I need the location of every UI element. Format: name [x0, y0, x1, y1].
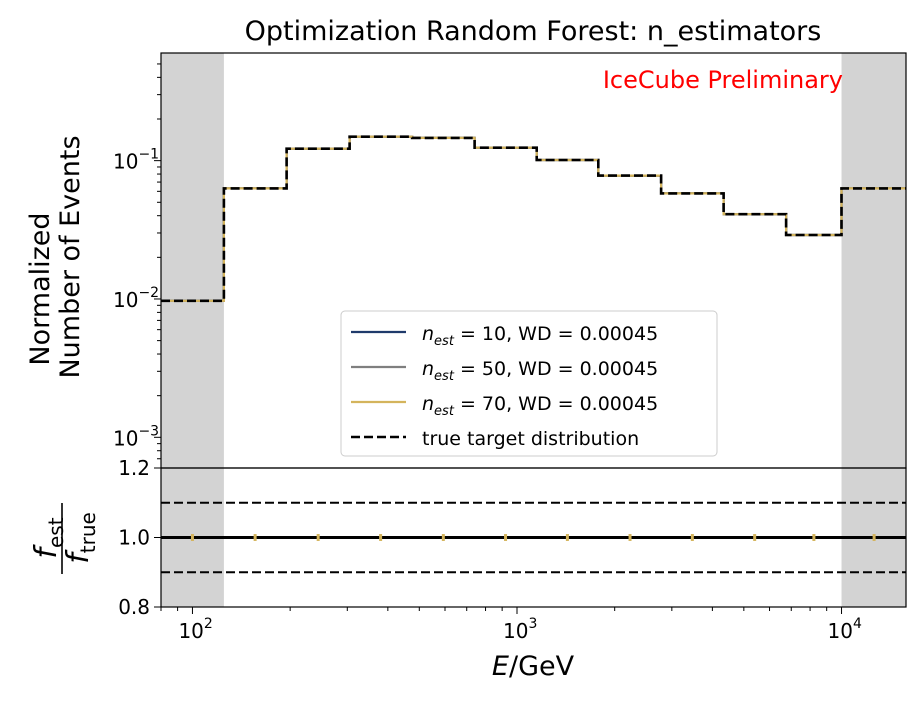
y-tick-label-exp: −3	[138, 423, 159, 439]
x-tick-label-base: 10	[503, 619, 528, 643]
legend-label-0: nest = 10, WD = 0.00045	[422, 323, 658, 349]
x-tick-label-base: 10	[828, 619, 853, 643]
chart-title: Optimization Random Forest: n_estimators	[245, 16, 822, 47]
x-axis-label: E/GeV	[492, 651, 575, 682]
ratio-y-tick-label-2: 0.8	[118, 595, 150, 619]
y-axis-ticks: 10−110−210−3	[113, 63, 161, 469]
legend-label-rest: = 70, WD = 0.00045	[454, 393, 658, 415]
legend-label-2: nest = 70, WD = 0.00045	[422, 393, 658, 419]
shaded-band-0	[161, 53, 224, 468]
ratio-y-ticks: 1.2 1.0 0.8	[118, 456, 161, 619]
legend-label-sub: est	[434, 369, 455, 384]
y-tick-label-base: 10	[113, 150, 138, 174]
x-tick-label-0: 102	[178, 616, 212, 643]
y-tick-label-1: 10−2	[113, 285, 159, 312]
y-tick-label-base: 10	[113, 288, 138, 312]
legend-label-main: n	[422, 358, 434, 380]
watermark-label: IceCube Preliminary	[603, 66, 843, 94]
x-tick-label-exp: 2	[204, 616, 213, 632]
legend-label-3: true target distribution	[422, 428, 639, 450]
y-axis-label-line2: Number of Events	[55, 135, 86, 378]
x-axis-label-var: E	[492, 651, 509, 682]
ratio-y-tick-label-1: 1.0	[118, 526, 150, 550]
legend-label-rest: = 50, WD = 0.00045	[454, 358, 658, 380]
series-line-1	[161, 135, 906, 302]
ratio-y-tick-label-0: 1.2	[118, 456, 150, 480]
x-tick-label-base: 10	[178, 619, 203, 643]
ratio-panel: 1.21.00.8 102 103 104 fest ftrue E/GeV	[29, 456, 906, 682]
x-tick-label-exp: 4	[853, 616, 862, 632]
legend-label-1: nest = 50, WD = 0.00045	[422, 358, 658, 384]
main-panel: 10−110−210−3 IceCube Preliminary nest = …	[25, 53, 906, 469]
ratio-reference-lines	[161, 501, 906, 574]
legend-box	[340, 310, 718, 457]
legend-label-main: n	[422, 323, 434, 345]
x-tick-label-1: 103	[503, 616, 537, 643]
legend-label-sub: est	[434, 334, 455, 349]
series-line-2	[161, 135, 906, 302]
x-tick-label-2: 104	[828, 616, 862, 643]
y-tick-label-exp: −2	[138, 285, 159, 301]
y-tick-label-exp: −1	[138, 147, 159, 163]
x-axis-label-unit: /GeV	[509, 651, 575, 682]
legend-label-sub: est	[434, 404, 455, 419]
shaded-band-1	[841, 53, 906, 468]
ratio-label-num-sub: est	[44, 517, 68, 548]
y-tick-label-2: 10−3	[113, 423, 159, 450]
ratio-y-label: fest ftrue	[29, 503, 100, 574]
series-line-0	[161, 135, 906, 302]
x-tick-label-exp: 3	[528, 616, 537, 632]
y-axis-label-line1: Normalized	[25, 212, 56, 365]
legend-label-main: n	[422, 393, 434, 415]
shaded-bands	[161, 53, 906, 468]
x-axis-ticks: 102 103 104	[160, 607, 862, 643]
ratio-label-den-sub: true	[76, 512, 100, 553]
legend-label-rest: = 10, WD = 0.00045	[454, 323, 658, 345]
ratio-points	[190, 534, 876, 541]
ratio-plot-frame	[160, 467, 907, 608]
y-tick-label-0: 10−1	[113, 147, 159, 174]
y-tick-label-base: 10	[113, 426, 138, 450]
series-lines	[161, 135, 906, 303]
series-line-3	[161, 135, 906, 303]
